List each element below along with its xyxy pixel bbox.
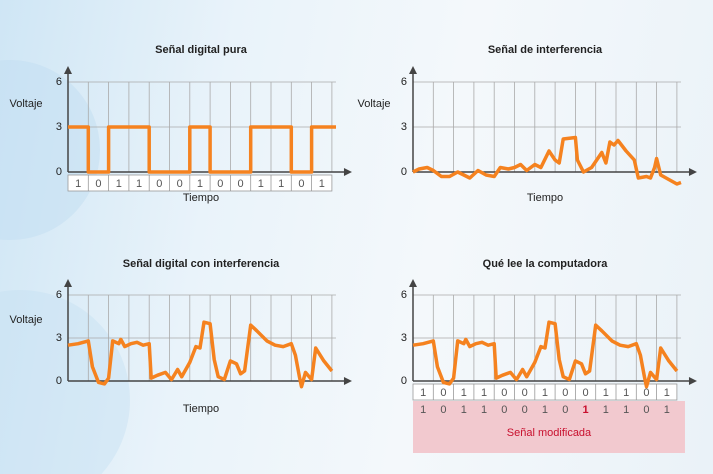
- bit: 1: [623, 387, 629, 399]
- received-bit: 1: [481, 404, 487, 416]
- received-bit: 1: [603, 404, 609, 416]
- y-axis-label: Voltaje: [357, 98, 390, 110]
- decor: [0, 290, 130, 474]
- signal-line: [68, 125, 336, 174]
- y-tick-label: 6: [401, 289, 407, 301]
- bit: 1: [420, 387, 426, 399]
- x-axis-label: Tiempo: [183, 192, 219, 204]
- bit: 1: [319, 178, 325, 190]
- received-bit: 1: [623, 404, 629, 416]
- received-bit: 1: [582, 404, 588, 416]
- signal-line: [412, 135, 682, 186]
- bit: 1: [664, 387, 670, 399]
- bit: 0: [562, 387, 568, 399]
- arrow: [343, 377, 352, 385]
- bit: 1: [136, 178, 142, 190]
- bit-row: [67, 174, 333, 192]
- received-bit: 1: [542, 404, 548, 416]
- y-tick-label: 6: [56, 76, 62, 88]
- signal-line: [412, 320, 679, 389]
- bit: 0: [217, 178, 223, 190]
- y-tick-label: 0: [56, 375, 62, 387]
- received-bit: 1: [664, 404, 670, 416]
- y-tick-label: 3: [401, 332, 407, 344]
- y-tick-label: 6: [56, 289, 62, 301]
- chart-title: Señal de interferencia: [488, 44, 603, 56]
- received-bit: 1: [420, 404, 426, 416]
- box-label: Señal modificada: [507, 427, 592, 439]
- y-tick-label: 3: [56, 121, 62, 133]
- y-tick-label: 3: [56, 332, 62, 344]
- bit: 0: [582, 387, 588, 399]
- chart-title: Qué lee la computadora: [483, 258, 609, 270]
- bit: 1: [75, 178, 81, 190]
- modified-box: [413, 401, 685, 453]
- arrow: [64, 66, 72, 74]
- y-tick-label: 0: [401, 166, 407, 178]
- bit: 0: [95, 178, 101, 190]
- received-bit: 0: [501, 404, 507, 416]
- bit-row: [412, 383, 678, 401]
- y-axis-label: Voltaje: [9, 314, 42, 326]
- signal-line: [67, 320, 334, 389]
- bit: 0: [440, 387, 446, 399]
- x-axis-label: Tiempo: [183, 403, 219, 415]
- arrow: [409, 66, 417, 74]
- chart-title: Señal digital pura: [155, 44, 248, 56]
- arrow: [688, 168, 697, 176]
- bit: 1: [116, 178, 122, 190]
- bit: 0: [177, 178, 183, 190]
- received-bit: 0: [643, 404, 649, 416]
- bit: 1: [542, 387, 548, 399]
- bit: 1: [603, 387, 609, 399]
- bit: 1: [481, 387, 487, 399]
- bit: 1: [278, 178, 284, 190]
- x-axis-label: Tiempo: [527, 192, 563, 204]
- received-bit: 0: [522, 404, 528, 416]
- bit: 0: [298, 178, 304, 190]
- bit: 1: [461, 387, 467, 399]
- bit: 0: [643, 387, 649, 399]
- y-tick-label: 3: [401, 121, 407, 133]
- bit: 0: [156, 178, 162, 190]
- bit: 1: [197, 178, 203, 190]
- y-tick-label: 0: [56, 166, 62, 178]
- y-axis-label: Voltaje: [9, 98, 42, 110]
- y-tick-label: 6: [401, 76, 407, 88]
- y-tick-label: 0: [401, 375, 407, 387]
- bit: 0: [237, 178, 243, 190]
- arrow: [688, 377, 697, 385]
- received-bit: 0: [562, 404, 568, 416]
- arrow: [64, 279, 72, 287]
- bit: 0: [522, 387, 528, 399]
- bit: 0: [501, 387, 507, 399]
- arrow: [343, 168, 352, 176]
- received-bit: 1: [461, 404, 467, 416]
- arrow: [409, 279, 417, 287]
- chart-title: Señal digital con interferencia: [123, 258, 280, 270]
- bit: 1: [258, 178, 264, 190]
- decor: [0, 60, 100, 240]
- received-bit: 0: [440, 404, 446, 416]
